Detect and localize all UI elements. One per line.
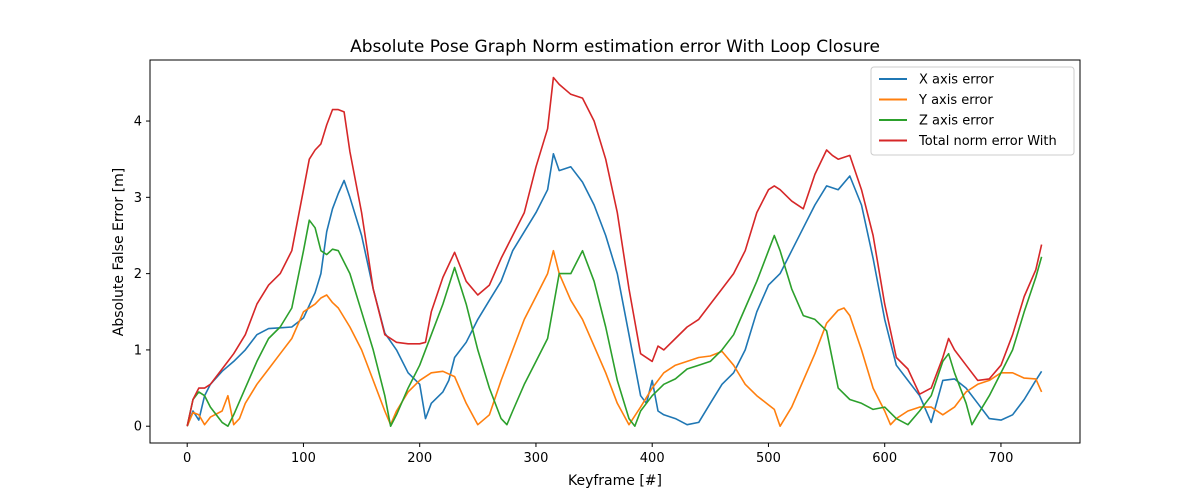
series-line-0 bbox=[186, 153, 1043, 427]
chart-title: Absolute Pose Graph Norm estimation erro… bbox=[350, 37, 880, 57]
y-tick-label: 3 bbox=[134, 191, 142, 206]
x-tick-label: 100 bbox=[291, 451, 316, 466]
y-tick-label: 2 bbox=[134, 267, 142, 282]
y-axis-label: Absolute False Error [m] bbox=[111, 168, 127, 336]
x-tick-label: 600 bbox=[872, 451, 897, 466]
y-tick-label: 4 bbox=[134, 115, 142, 130]
legend-box bbox=[870, 66, 1075, 156]
x-tick-label: 500 bbox=[756, 451, 781, 466]
legend-label: Y axis error bbox=[918, 93, 993, 108]
x-tick-label: 0 bbox=[183, 451, 191, 466]
legend-label: X axis error bbox=[919, 73, 994, 88]
x-axis: 0 100 200 300 400 500 600 700 bbox=[183, 443, 1013, 466]
x-tick-label: 300 bbox=[524, 451, 549, 466]
plot-lines bbox=[186, 76, 1043, 427]
y-tick-label: 0 bbox=[134, 420, 142, 435]
series-line-2 bbox=[186, 219, 1043, 427]
x-axis-label: Keyframe [#] bbox=[568, 473, 662, 489]
series-line-3 bbox=[186, 76, 1043, 427]
x-tick-label: 400 bbox=[640, 451, 665, 466]
legend-label: Z axis error bbox=[919, 114, 994, 129]
legend-label: Total norm error With bbox=[918, 134, 1057, 149]
x-tick-label: 700 bbox=[989, 451, 1014, 466]
y-tick-label: 1 bbox=[134, 343, 142, 358]
x-tick-label: 200 bbox=[407, 451, 432, 466]
series-line-1 bbox=[186, 249, 1043, 427]
plot-frame bbox=[149, 59, 1081, 444]
legend: X axis error Y axis error Z axis error Tota… bbox=[870, 66, 1075, 156]
y-axis: 0 1 2 3 4 bbox=[134, 115, 150, 435]
